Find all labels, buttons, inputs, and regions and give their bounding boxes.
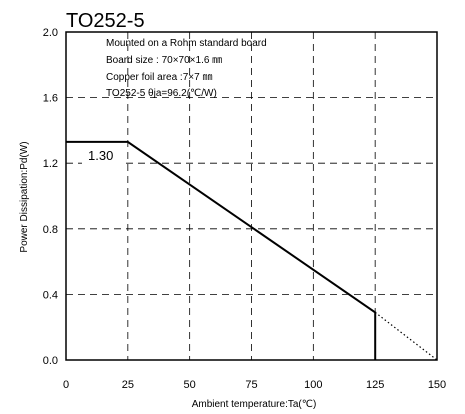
x-tick-label: 75 <box>245 379 257 391</box>
y-tick-labels: 0.0 0.4 0.8 1.2 1.6 2.0 <box>43 27 58 367</box>
chart-title: TO252-5 <box>66 10 145 32</box>
axes <box>65 31 438 361</box>
value-label-background <box>82 146 126 164</box>
y-tick-label: 2.0 <box>43 27 58 39</box>
annotation-line-4: TO252-5 θja=96.2(℃/W) <box>106 88 217 99</box>
x-tick-label: 125 <box>366 379 384 391</box>
y-tick-label: 1.6 <box>43 93 58 105</box>
y-tick-label: 0.4 <box>43 289 58 301</box>
y-tick-label: 0.0 <box>43 355 58 367</box>
y-tick-label: 1.2 <box>43 158 58 170</box>
annotation-line-1: Mounted on a Rohm standard board <box>106 38 267 49</box>
y-axis-label: Power Dissipation:Pd(W) <box>19 141 30 252</box>
value-label: 1.30 <box>88 148 113 163</box>
annotation-block: Mounted on a Rohm standard board Board s… <box>106 38 267 99</box>
y-tick-label: 0.8 <box>43 224 58 236</box>
x-tick-label: 150 <box>428 379 446 391</box>
annotation-line-2: Board size : 70×70×1.6 ㎜ <box>106 55 222 66</box>
extrapolation-line <box>374 311 438 361</box>
x-axis-label: Ambient temperature:Ta(℃) <box>192 399 317 410</box>
plot-frame <box>65 31 438 361</box>
x-tick-label: 0 <box>63 379 69 391</box>
grid-lines <box>66 32 437 360</box>
annotation-line-3: Copper foil area :7×7 ㎜ <box>106 72 212 83</box>
series-lines <box>66 140 438 361</box>
x-tick-labels: 0 25 50 75 100 125 150 <box>63 379 446 391</box>
derating-line <box>66 140 377 360</box>
x-tick-label: 100 <box>304 379 322 391</box>
x-tick-label: 25 <box>122 379 134 391</box>
x-tick-label: 50 <box>184 379 196 391</box>
